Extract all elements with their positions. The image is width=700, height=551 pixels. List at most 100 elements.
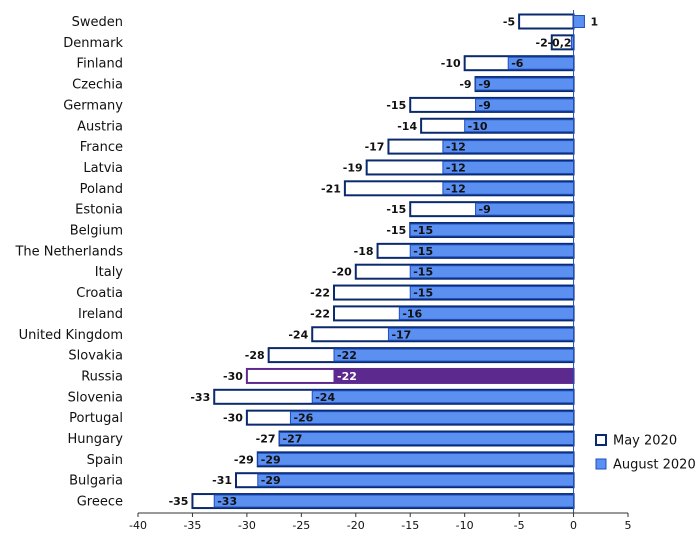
data-label-august-2020: -12 <box>446 141 466 154</box>
data-label-august-2020: -29 <box>261 474 281 487</box>
data-label-may-2020: -24 <box>288 328 308 341</box>
data-label-may-2020: -10 <box>441 57 461 70</box>
category-label: Russia <box>81 369 123 384</box>
data-label-august-2020: -29 <box>261 453 281 466</box>
data-label-august-2020: -15 <box>413 224 433 237</box>
category-label: Slovakia <box>68 349 123 364</box>
data-label-may-2020: -21 <box>321 182 341 195</box>
x-tick-label: -15 <box>401 519 419 532</box>
x-tick-label: 0 <box>570 519 577 532</box>
bar-august-2020 <box>409 265 575 279</box>
data-label-may-2020: -22 <box>310 307 330 320</box>
data-label-august-2020: -15 <box>413 287 433 300</box>
data-label-may-2020: -18 <box>354 245 374 258</box>
category-label: Portugal <box>69 411 123 426</box>
data-label-august-2020: -9 <box>479 203 491 216</box>
category-label: Latvia <box>83 161 123 176</box>
category-label: Italy <box>95 265 124 280</box>
data-label-may-2020: -17 <box>365 141 385 154</box>
data-label-may-2020: -27 <box>256 433 276 446</box>
category-label: The Netherlands <box>14 244 123 259</box>
data-label-may-2020: -15 <box>386 203 406 216</box>
data-label-august-2020: -24 <box>315 391 335 404</box>
category-label: Austria <box>77 119 123 134</box>
category-label: Croatia <box>76 286 123 301</box>
x-tick-label: -5 <box>514 519 525 532</box>
data-label-may-2020: -30 <box>223 412 243 425</box>
data-label-may-2020: -15 <box>386 99 406 112</box>
bar-august-2020 <box>409 286 575 300</box>
bar-august-2020 <box>289 411 575 425</box>
data-label-may-2020: -31 <box>212 474 232 487</box>
data-label-august-2020: -17 <box>391 328 411 341</box>
category-label: United Kingdom <box>19 328 123 343</box>
data-label-august-2020: -16 <box>402 307 422 320</box>
bar-august-2020 <box>409 223 575 237</box>
data-label-august-2020: -0,2 <box>547 36 571 49</box>
bar-august-2020 <box>311 390 575 404</box>
data-label-august-2020: -26 <box>293 412 313 425</box>
category-label: Estonia <box>75 203 123 218</box>
data-label-august-2020: -22 <box>337 370 357 383</box>
category-label: Denmark <box>63 36 123 51</box>
data-label-may-2020: -30 <box>223 370 243 383</box>
data-label-august-2020: -9 <box>479 99 491 112</box>
data-label-august-2020: -9 <box>479 78 491 91</box>
data-label-may-2020: -28 <box>245 349 265 362</box>
data-label-august-2020: -12 <box>446 161 466 174</box>
bar-august-2020 <box>333 369 575 383</box>
category-label: Belgium <box>70 224 123 239</box>
category-label: France <box>80 140 123 155</box>
data-label-may-2020: -22 <box>310 287 330 300</box>
data-label-august-2020: -15 <box>413 266 433 279</box>
bar-august-2020 <box>257 473 575 487</box>
category-label: Poland <box>80 182 123 197</box>
data-label-may-2020: -20 <box>332 266 352 279</box>
category-label: Hungary <box>67 432 123 447</box>
data-label-august-2020: -15 <box>413 245 433 258</box>
data-label-may-2020: -9 <box>459 78 471 91</box>
bar-august-2020 <box>398 306 575 320</box>
x-tick-label: -40 <box>129 519 147 532</box>
x-tick-label: -35 <box>183 519 201 532</box>
x-tick-label: 5 <box>625 519 632 532</box>
legend-label-may-2020: May 2020 <box>613 434 677 449</box>
legend-swatch-may-2020 <box>595 434 607 446</box>
data-label-august-2020: -6 <box>511 57 524 70</box>
data-label-august-2020: -22 <box>337 349 357 362</box>
category-label: Finland <box>77 57 123 72</box>
data-label-august-2020: 1 <box>590 16 598 29</box>
bar-august-2020 <box>213 494 575 508</box>
data-label-august-2020: -33 <box>217 495 237 508</box>
data-label-may-2020: -29 <box>234 453 254 466</box>
data-label-august-2020: -27 <box>283 433 303 446</box>
x-tick-label: -25 <box>292 519 310 532</box>
category-label: Sweden <box>72 15 123 30</box>
bar-august-2020 <box>333 348 575 362</box>
category-label: Czechia <box>72 78 123 93</box>
bar-august-2020 <box>573 15 585 28</box>
data-label-may-2020: -5 <box>503 16 515 29</box>
category-label: Ireland <box>78 307 123 322</box>
bar-august-2020 <box>409 244 575 258</box>
bar-august-2020 <box>257 452 575 466</box>
bar-may-2020 <box>518 13 575 30</box>
category-label: Bulgaria <box>69 474 123 489</box>
x-tick-label: -30 <box>238 519 256 532</box>
category-label: Greece <box>77 495 123 510</box>
category-label: Slovenia <box>68 390 123 405</box>
data-label-may-2020: -33 <box>190 391 210 404</box>
data-label-may-2020: -35 <box>169 495 189 508</box>
bar-august-2020 <box>387 327 575 341</box>
data-label-august-2020: -10 <box>468 120 488 133</box>
x-tick-label: -20 <box>347 519 365 532</box>
data-label-august-2020: -12 <box>446 182 466 195</box>
category-label: Spain <box>87 453 123 468</box>
legend-label-august-2020: August 2020 <box>613 458 696 473</box>
x-tick-label: -10 <box>456 519 474 532</box>
category-label: Germany <box>63 98 123 113</box>
data-label-may-2020: -14 <box>397 120 417 133</box>
data-label-may-2020: -19 <box>343 161 363 174</box>
data-label-may-2020: -15 <box>386 224 406 237</box>
